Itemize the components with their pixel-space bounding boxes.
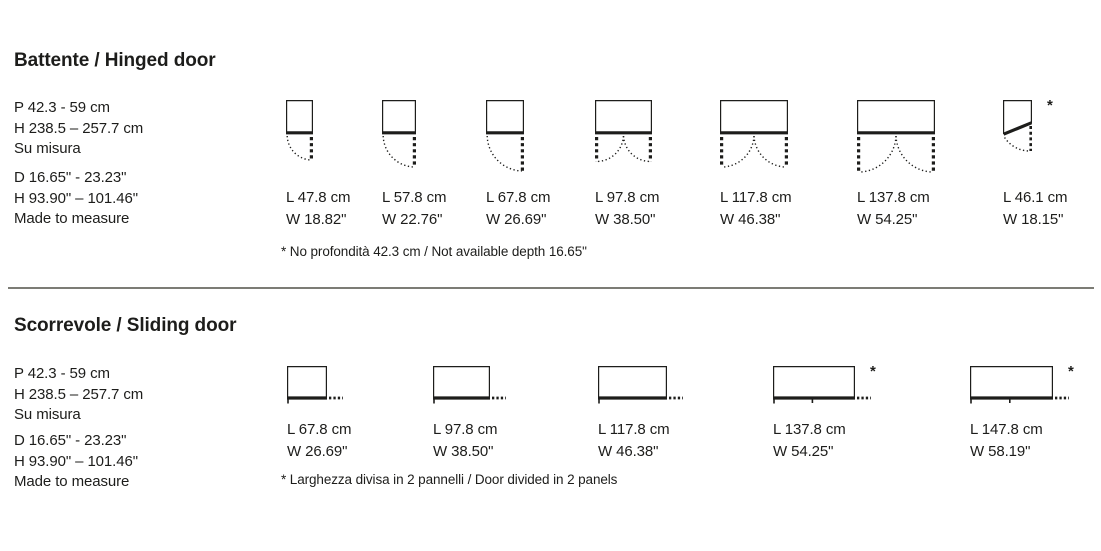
spec-line: Su misura — [14, 406, 81, 423]
door-size-inches: W 54.25" — [857, 211, 918, 228]
door-size-inches: W 26.69" — [486, 211, 547, 228]
section-title: Battente / Hinged door — [14, 50, 216, 71]
spec-line: H 238.5 – 257.7 cm — [14, 119, 144, 137]
door-size-label: L 57.8 cm W 22.76" — [382, 187, 447, 231]
door-size-label: L 137.8 cm W 54.25" — [857, 187, 930, 231]
footnote-asterisk: * — [1068, 363, 1074, 380]
specs-metric: P 42.3 - 59 cm H 238.5 – 257.7 cm Su mis… — [14, 364, 143, 426]
door-diagram-double — [595, 100, 656, 168]
door-size-cm: L 137.8 cm — [773, 421, 846, 438]
door-size-inches: W 38.50" — [433, 443, 494, 460]
door-diagram-sliding — [970, 366, 1073, 408]
door-diagram-sliding — [773, 366, 875, 408]
door-diagram-sliding — [433, 366, 510, 408]
door-size-label: L 97.8 cm W 38.50" — [595, 187, 660, 231]
door-size-cm: L 46.1 cm — [1003, 189, 1068, 206]
door-size-cm: L 137.8 cm — [857, 189, 930, 206]
door-size-label: L 117.8 cm W 46.38" — [598, 419, 670, 463]
door-size-label: L 137.8 cm W 54.25" — [773, 419, 846, 463]
spec-line: D 16.65" - 23.23" — [14, 432, 127, 449]
door-size-cm: L 117.8 cm — [720, 189, 792, 206]
door-size-inches: W 54.25" — [773, 443, 834, 460]
spec-line: H 238.5 – 257.7 cm — [14, 385, 144, 403]
spec-line: D 16.65" - 23.23" — [14, 169, 127, 186]
door-size-label: L 67.8 cm W 26.69" — [287, 419, 352, 463]
door-size-cm: L 57.8 cm — [382, 189, 447, 206]
footnote-asterisk: * — [870, 363, 876, 380]
door-diagram-double — [720, 100, 792, 173]
spec-line: P 42.3 - 59 cm — [14, 99, 110, 116]
footnote-asterisk: * — [1047, 97, 1053, 114]
specs-metric: P 42.3 - 59 cm H 238.5 – 257.7 cm Su mis… — [14, 98, 143, 160]
door-size-inches: W 18.82" — [286, 211, 347, 228]
door-size-cm: L 97.8 cm — [433, 421, 498, 438]
spec-line: Made to measure — [14, 473, 130, 490]
door-size-cm: L 97.8 cm — [595, 189, 660, 206]
door-diagram-sliding — [287, 366, 347, 408]
door-diagram-single — [286, 100, 317, 165]
door-size-inches: W 46.38" — [598, 443, 659, 460]
door-diagram-ajar — [1002, 100, 1038, 156]
footnote: * Larghezza divisa in 2 pannelli / Door … — [281, 472, 618, 487]
door-diagram-single — [382, 100, 420, 172]
specs-imperial: D 16.65" - 23.23" H 93.90" – 101.46" Mad… — [14, 431, 138, 493]
door-diagram-sliding — [598, 366, 687, 408]
door-size-label: L 117.8 cm W 46.38" — [720, 187, 792, 231]
spec-line: Made to measure — [14, 210, 130, 227]
door-size-cm: L 117.8 cm — [598, 421, 670, 438]
door-size-inches: W 58.19" — [970, 443, 1031, 460]
door-size-inches: W 18.15" — [1003, 211, 1064, 228]
door-size-label: L 97.8 cm W 38.50" — [433, 419, 498, 463]
section-title: Scorrevole / Sliding door — [14, 315, 237, 336]
spec-line: Su misura — [14, 140, 81, 157]
door-size-label: L 147.8 cm W 58.19" — [970, 419, 1043, 463]
spec-line: H 93.90" – 101.46" — [14, 452, 138, 470]
door-diagram-double — [857, 100, 939, 178]
door-size-cm: L 47.8 cm — [286, 189, 351, 206]
door-size-inches: W 38.50" — [595, 211, 656, 228]
door-size-cm: L 67.8 cm — [287, 421, 352, 438]
door-diagram-single — [486, 100, 528, 176]
door-size-inches: W 46.38" — [720, 211, 781, 228]
door-size-label: L 47.8 cm W 18.82" — [286, 187, 351, 231]
door-size-inches: W 26.69" — [287, 443, 348, 460]
spec-line: H 93.90" – 101.46" — [14, 189, 138, 207]
section-divider — [8, 287, 1094, 289]
door-size-cm: L 147.8 cm — [970, 421, 1043, 438]
door-size-label: L 46.1 cm W 18.15" — [1003, 187, 1068, 231]
spec-line: P 42.3 - 59 cm — [14, 365, 110, 382]
door-size-inches: W 22.76" — [382, 211, 443, 228]
footnote: * No profondità 42.3 cm / Not available … — [281, 244, 587, 259]
door-size-cm: L 67.8 cm — [486, 189, 551, 206]
door-size-label: L 67.8 cm W 26.69" — [486, 187, 551, 231]
specs-imperial: D 16.65" - 23.23" H 93.90" – 101.46" Mad… — [14, 168, 138, 230]
